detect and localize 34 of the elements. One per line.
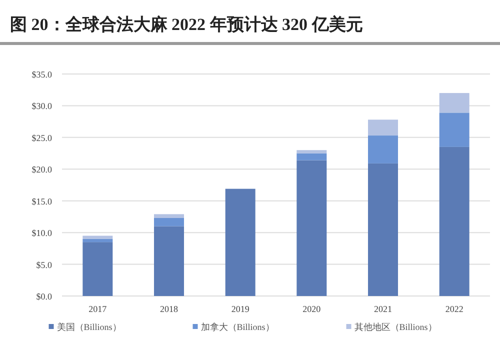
x-tick-label: 2022 — [445, 304, 464, 314]
bar — [368, 136, 398, 164]
bar — [82, 238, 113, 242]
x-tick-label: 2019 — [231, 304, 250, 314]
chart-title: 图 20：全球合法大麻 2022 年预计达 320 亿美元 — [10, 15, 363, 34]
y-tick-label: $20.0 — [32, 164, 52, 175]
x-tick-label: 2018 — [160, 304, 178, 314]
bar — [439, 112, 470, 147]
y-tick-label: $0.0 — [36, 292, 52, 302]
bar — [296, 150, 327, 154]
legend-label: 美国（Billions） — [56, 322, 122, 332]
bar — [368, 120, 398, 136]
bar — [225, 188, 256, 296]
x-tick-label: 2020 — [302, 304, 322, 314]
bar — [82, 236, 113, 239]
y-tick-label: $30.0 — [32, 101, 52, 112]
x-tick-label: 2017 — [88, 304, 108, 314]
bar — [154, 226, 184, 296]
bar — [439, 93, 470, 113]
y-tick-label: $5.0 — [36, 260, 52, 270]
y-tick-label: $15.0 — [32, 196, 52, 206]
bar — [154, 214, 184, 218]
bar — [82, 242, 113, 296]
bar — [154, 218, 184, 226]
bar — [439, 146, 470, 296]
legend-label: 加拿大（Billions） — [200, 322, 274, 332]
x-tick-label: 2021 — [374, 304, 392, 314]
y-tick-label: $10.0 — [32, 228, 52, 238]
y-tick-label: $35.0 — [32, 70, 52, 80]
bar — [368, 163, 398, 296]
bar — [296, 160, 327, 296]
bar — [296, 153, 327, 160]
legend-label: 其他地区（Billions） — [354, 322, 437, 332]
y-tick-label: $25.0 — [32, 132, 52, 143]
